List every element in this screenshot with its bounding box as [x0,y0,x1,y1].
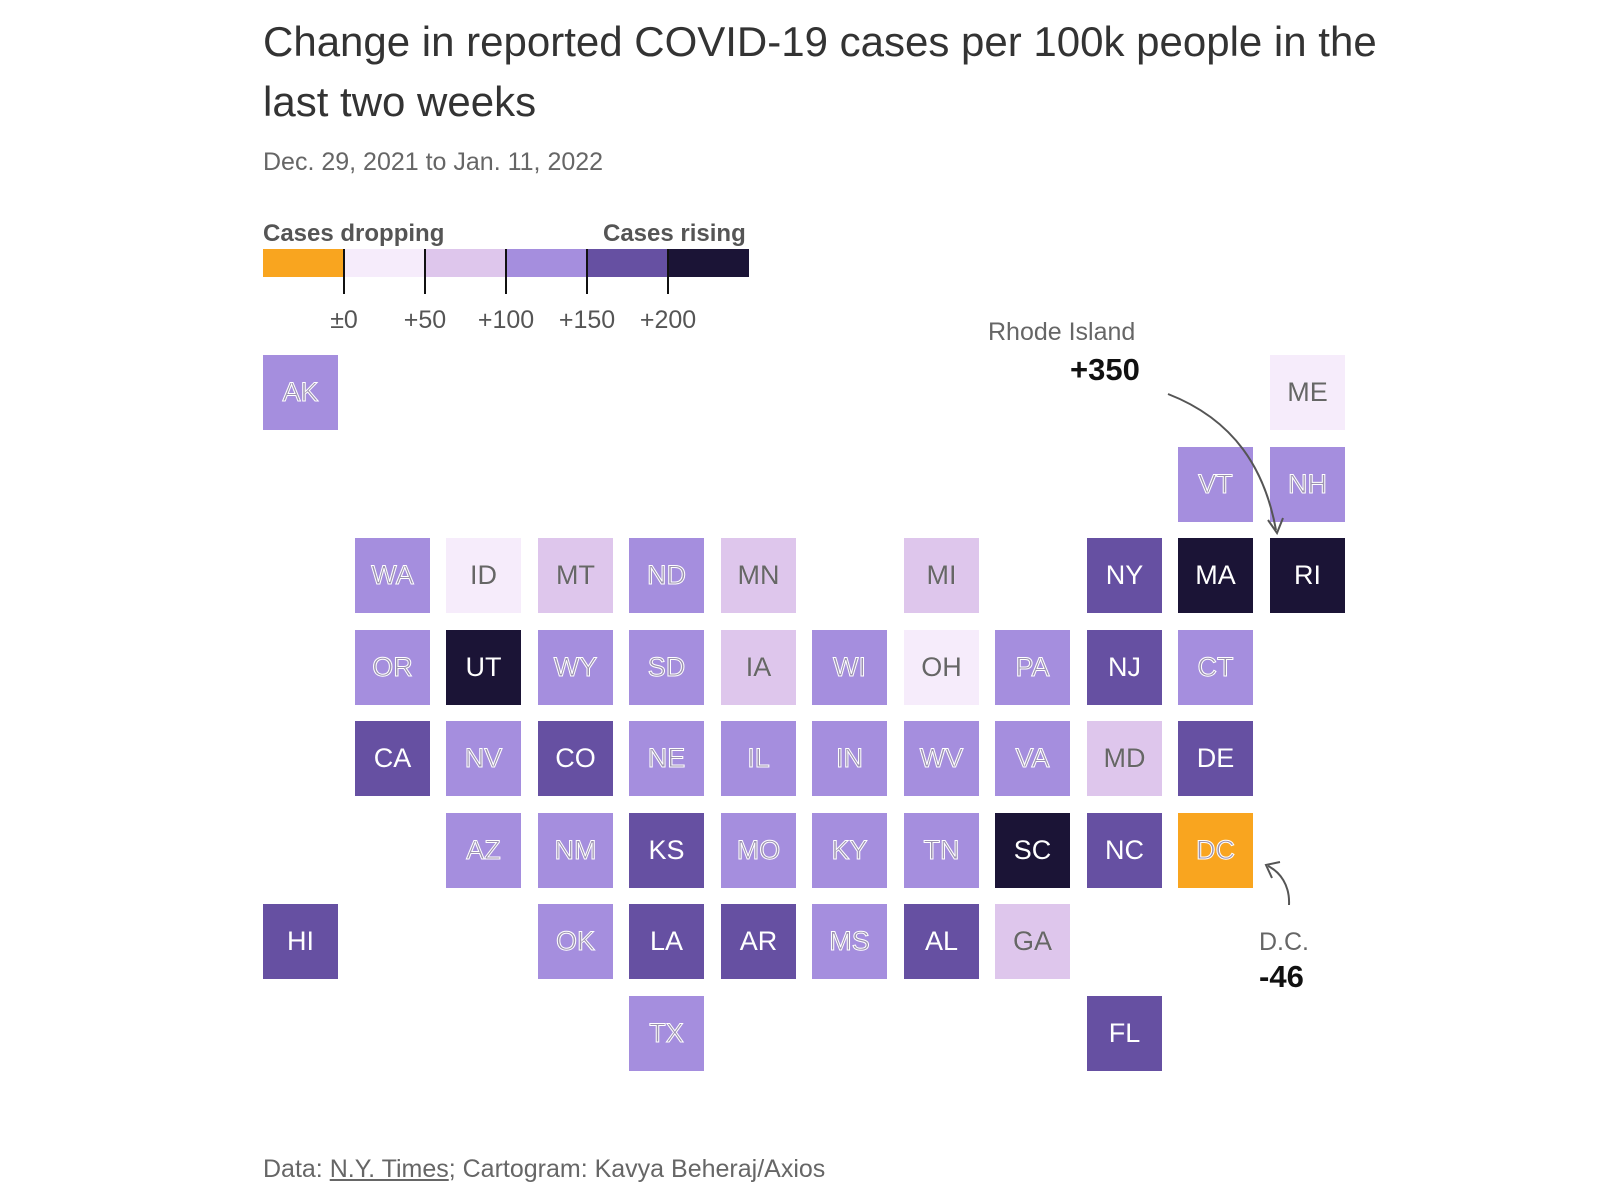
legend-tick-label: +50 [403,306,447,334]
legend-color-scale [263,249,749,277]
state-tile-mt: MT [538,538,613,613]
state-tile-me: ME [1270,355,1345,430]
state-tile-de: DE [1178,721,1253,796]
state-tile-sc: SC [995,813,1070,888]
state-tile-fl: FL [1087,996,1162,1071]
legend-tick-label: +200 [639,306,697,334]
source-credit: Data: N.Y. Times; Cartogram: Kavya Beher… [263,1155,825,1184]
source-prefix: Data: [263,1155,330,1183]
state-tile-nv: NV [446,721,521,796]
state-tile-ok: OK [538,904,613,979]
state-tile-wy: WY [538,630,613,705]
legend-tick-mark [667,249,669,294]
legend-rising-label: Cases rising [603,220,746,247]
state-tile-mn: MN [721,538,796,613]
state-tile-al: AL [904,904,979,979]
chart-title: Change in reported COVID-19 cases per 10… [263,18,1377,125]
state-tile-va: VA [995,721,1070,796]
legend-tick-mark [505,249,507,294]
state-tile-dc: DC [1178,813,1253,888]
dc-arrow [1267,865,1291,906]
rhode-island-annotation-name: Rhode Island [988,318,1136,346]
state-tile-or: OR [355,630,430,705]
state-tile-co: CO [538,721,613,796]
rhode-island-annotation-value: +350 [1070,352,1140,387]
legend-tick-mark [424,249,426,294]
state-tile-ca: CA [355,721,430,796]
legend-swatch-0 [263,249,344,277]
state-tile-ia: IA [721,630,796,705]
legend-swatch-1 [344,249,425,277]
state-tile-ak: AK [263,355,338,430]
state-tile-ne: NE [629,721,704,796]
state-tile-ri: RI [1270,538,1345,613]
date-range-subtitle: Dec. 29, 2021 to Jan. 11, 2022 [263,148,604,176]
dc-annotation-value: -46 [1259,959,1304,994]
state-tile-ga: GA [995,904,1070,979]
legend-tick-mark [586,249,588,294]
state-tile-in: IN [812,721,887,796]
legend-tick-label: +100 [477,306,535,334]
state-tile-nd: ND [629,538,704,613]
state-tile-ms: MS [812,904,887,979]
legend-tick-label: ±0 [330,306,358,334]
state-tile-il: IL [721,721,796,796]
legend-tick-label: +150 [558,306,616,334]
state-tile-ma: MA [1178,538,1253,613]
state-tile-tn: TN [904,813,979,888]
state-tile-az: AZ [446,813,521,888]
state-tile-ky: KY [812,813,887,888]
state-tile-ny: NY [1087,538,1162,613]
state-tile-wa: WA [355,538,430,613]
dc-arrowhead [1264,861,1281,879]
credit-text: ; Cartogram: Kavya Beheraj/Axios [448,1155,826,1183]
state-tile-nj: NJ [1087,630,1162,705]
state-tile-sd: SD [629,630,704,705]
state-tile-md: MD [1087,721,1162,796]
source-link[interactable]: N.Y. Times [329,1155,449,1183]
state-tile-hi: HI [263,904,338,979]
state-tile-oh: OH [904,630,979,705]
state-tile-id: ID [446,538,521,613]
legend-swatch-2 [425,249,506,277]
state-tile-ks: KS [629,813,704,888]
state-tile-ct: CT [1178,630,1253,705]
dc-annotation-name: D.C. [1259,928,1309,956]
legend-dropping-label: Cases dropping [263,220,445,247]
state-tile-tx: TX [629,996,704,1071]
state-tile-mi: MI [904,538,979,613]
state-tile-wv: WV [904,721,979,796]
state-tile-pa: PA [995,630,1070,705]
state-tile-ut: UT [446,630,521,705]
legend-swatch-5 [668,249,749,277]
state-tile-nc: NC [1087,813,1162,888]
state-tile-nm: NM [538,813,613,888]
state-tile-ar: AR [721,904,796,979]
legend-swatch-3 [506,249,587,277]
legend-swatch-4 [587,249,668,277]
legend-tick-mark [343,249,345,294]
state-tile-la: LA [629,904,704,979]
state-tile-wi: WI [812,630,887,705]
state-tile-nh: NH [1270,447,1345,522]
state-tile-mo: MO [721,813,796,888]
state-tile-vt: VT [1178,447,1253,522]
